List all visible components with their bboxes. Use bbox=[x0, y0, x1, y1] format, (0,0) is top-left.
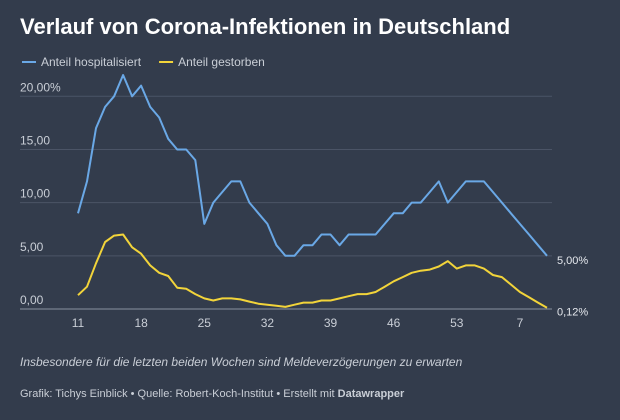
x-tick-label: 32 bbox=[261, 316, 275, 330]
y-tick-label: 10,00 bbox=[20, 187, 50, 201]
source-text: Grafik: Tichys Einblick • Quelle: Robert… bbox=[20, 388, 338, 400]
line-series bbox=[77, 233, 548, 309]
y-tick-label: 20,00% bbox=[20, 80, 61, 94]
chart-title: Verlauf von Corona-Infektionen in Deutsc… bbox=[20, 14, 510, 39]
x-tick-label: 18 bbox=[134, 316, 148, 330]
x-tick-label: 39 bbox=[324, 316, 338, 330]
source: Grafik: Tichys Einblick • Quelle: Robert… bbox=[20, 388, 405, 400]
x-tick-label: 11 bbox=[72, 316, 85, 330]
x-tick-label: 7 bbox=[517, 316, 524, 330]
y-tick-label: 5,00 bbox=[20, 240, 44, 254]
x-tick-label: 53 bbox=[450, 316, 464, 330]
subtitle: Insbesondere für die letzten beiden Woch… bbox=[20, 355, 463, 369]
x-tick-label: 25 bbox=[198, 316, 212, 330]
line-series bbox=[77, 74, 548, 257]
legend-label: Anteil hospitalisiert bbox=[41, 55, 142, 69]
credit: Datawrapper bbox=[338, 388, 405, 400]
legend-label: Anteil gestorben bbox=[178, 55, 265, 69]
end-label: 0,12% bbox=[557, 307, 588, 319]
end-label: 5,00% bbox=[557, 255, 588, 267]
y-tick-label: 0,00 bbox=[20, 293, 44, 307]
y-tick-label: 15,00 bbox=[20, 133, 50, 147]
x-tick-label: 46 bbox=[387, 316, 401, 330]
